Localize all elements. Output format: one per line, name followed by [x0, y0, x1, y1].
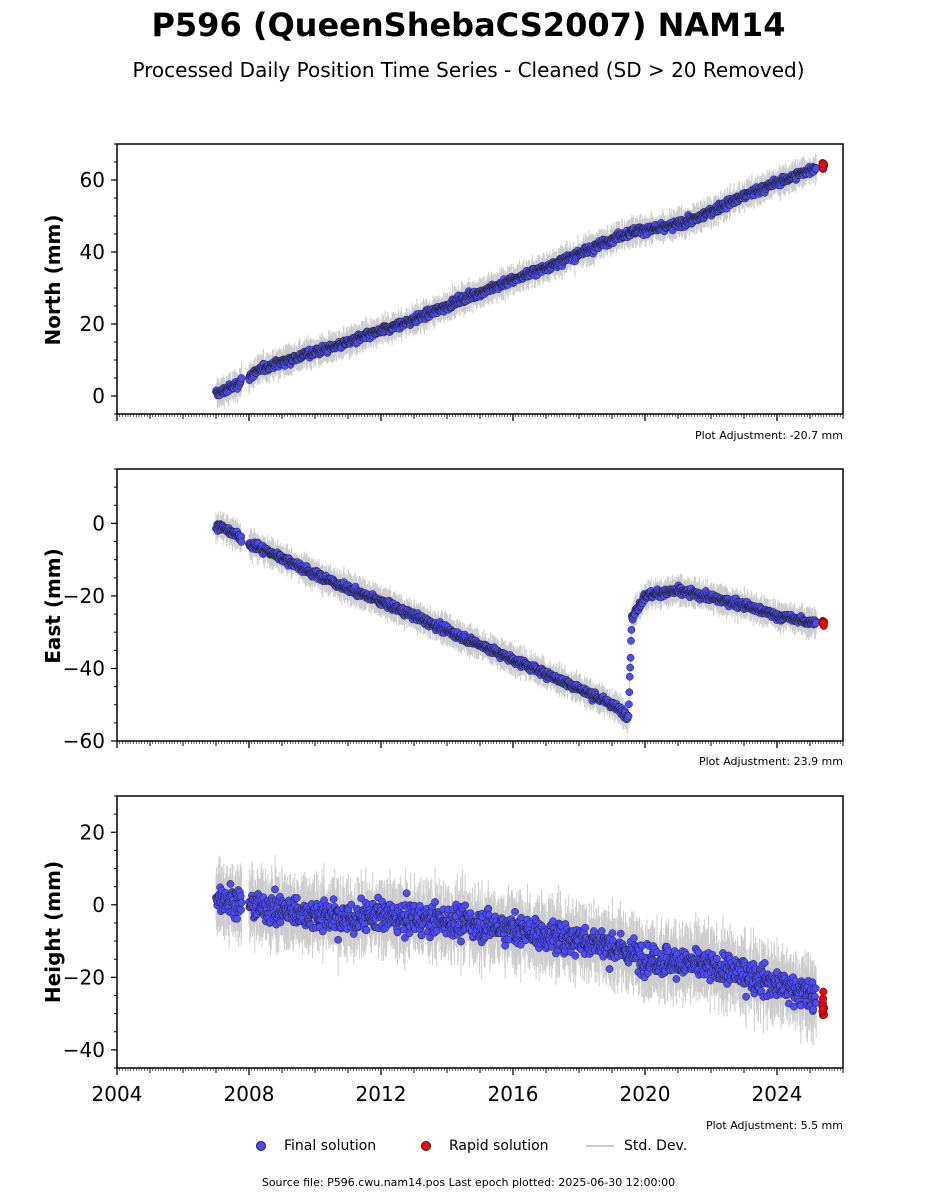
north-ytick-label: 40 [80, 240, 105, 264]
north-ytick-label: 20 [80, 312, 105, 336]
north-rapid-point [819, 160, 828, 169]
north-final-point [237, 374, 246, 382]
east-ytick-label: −20 [63, 584, 105, 608]
chart-title: P596 (QueenShebaCS2007) NAM14 [151, 6, 786, 44]
east-ytick-label: −60 [63, 729, 105, 753]
east-final-point [237, 538, 246, 546]
east-final-solution [212, 520, 821, 724]
east-ytick-label: −40 [63, 656, 105, 680]
north-axis-label: North (mm) [41, 214, 65, 345]
north-rapid-solution [818, 159, 829, 173]
north-ytick-label: 60 [80, 168, 105, 192]
east-axis-label: East (mm) [41, 548, 65, 664]
east-std-dev [215, 511, 817, 735]
north-ytick-label: 0 [92, 384, 105, 408]
chart-subtitle: Processed Daily Position Time Series - C… [132, 58, 805, 82]
north-final-solution [212, 162, 821, 400]
east-ytick-label: 0 [92, 511, 105, 535]
